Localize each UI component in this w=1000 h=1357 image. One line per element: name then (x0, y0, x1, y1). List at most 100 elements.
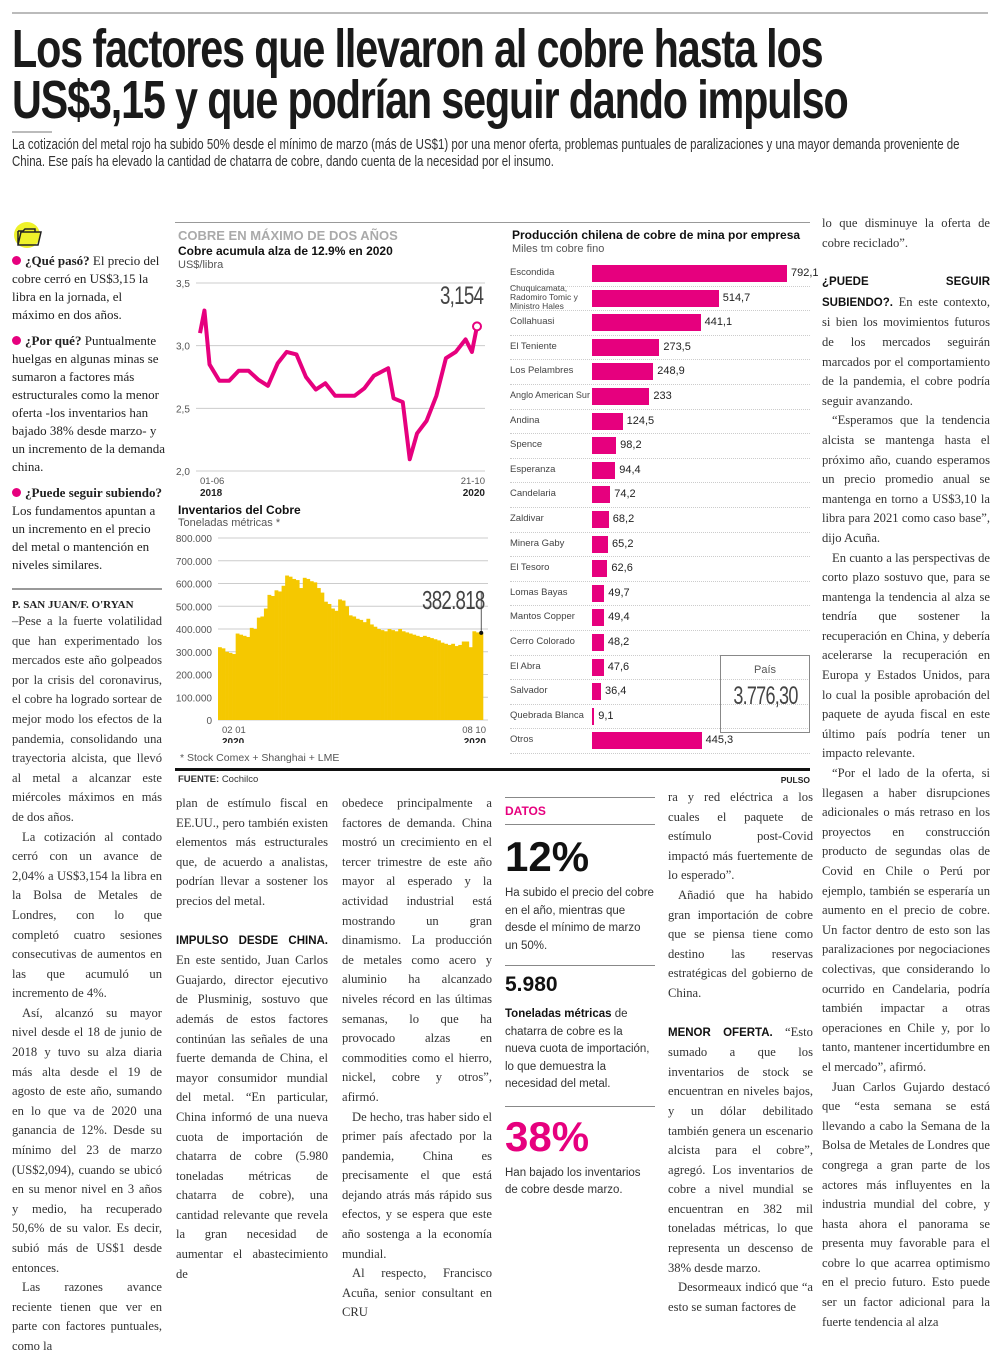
inventory-bar (451, 643, 456, 720)
bar-row: El Teniente 273,5 (510, 336, 810, 361)
source: Cochilco (221, 774, 259, 785)
bar-value-label: 94,4 (619, 463, 641, 476)
stat-value: 12% (505, 833, 590, 880)
inventory-bar (263, 608, 268, 720)
bar-label: Escondida (510, 267, 555, 278)
inventory-bar (345, 606, 350, 720)
paragraph: obedece principalmente a factores de dem… (342, 796, 492, 1104)
bar (592, 486, 611, 504)
divider (505, 965, 655, 966)
paragraph: “Por el lado de la oferta, si llegasen a… (822, 766, 990, 1074)
paragraph: ¿PUEDE SEGUIR SUBIENDO?. En este context… (822, 272, 990, 411)
bar (592, 338, 660, 356)
article-column-3: obedece principalmente a factores de dem… (342, 794, 492, 1323)
bullet-icon (12, 256, 21, 265)
paragraph-text: “Esto sumado a que los inventarios de st… (668, 1024, 813, 1275)
stat-text-bold: Toneladas métricas (505, 1008, 612, 1020)
datos-title: DATOS (505, 804, 546, 818)
byline: P. SAN JUAN/F. O'RYAN (12, 599, 134, 611)
last-price-marker (472, 321, 482, 332)
y-tick-label: 400.000 (176, 625, 213, 636)
stat-text: Toneladas métricas de chatarra de cobre … (505, 1006, 655, 1094)
inventory-bar (218, 647, 222, 720)
inventory-bar (249, 627, 254, 720)
bar (592, 461, 616, 479)
divider (505, 824, 655, 825)
inventory-bar (472, 631, 477, 720)
inventory-note: * Stock Comex + Shanghai + LME (180, 752, 340, 764)
stat-value: 5.980 (505, 973, 558, 996)
x-tick-label: 08 10 (462, 725, 486, 736)
price-annotation: 3,154 (440, 282, 484, 310)
bar (592, 658, 604, 676)
bar-row: Otros 445,3 (510, 729, 810, 754)
paragraph: Juan Carlos Gujardo destacó que “esta se… (822, 1079, 990, 1329)
inventory-bar (235, 633, 240, 720)
headline-line-2: US$3,15 y que podrían seguir dando impul… (12, 70, 849, 130)
y-tick-label: 500.000 (176, 602, 213, 613)
bar-label: Los Pelambres (510, 365, 574, 377)
inventory-bar (221, 648, 226, 720)
inventory-bar (359, 619, 364, 720)
inventory-bar (274, 590, 279, 720)
bullet-icon (12, 488, 21, 497)
y-tick-label: 0 (206, 716, 212, 727)
inventory-bar (285, 575, 289, 720)
folder-icon (14, 222, 42, 248)
paragraph: ra y red eléctrica a los cuales el paque… (668, 790, 813, 883)
inventory-bar (228, 652, 233, 720)
inventory-bar (369, 624, 374, 720)
inventory-bar (433, 639, 438, 720)
inventory-chart-title: Inventarios del Cobre (178, 503, 301, 517)
bar (592, 535, 609, 553)
bar-value-label: 48,2 (607, 636, 630, 648)
summary-question: ¿Por qué? (25, 333, 82, 348)
inventory-bar (468, 647, 473, 720)
bar (592, 609, 605, 627)
inventory-chart-unit: Toneladas métricas * (178, 517, 281, 529)
byline-rule (12, 588, 162, 590)
inventory-bar (447, 644, 452, 720)
inventory-bar (239, 634, 244, 720)
bar-label: El Teniente (510, 340, 557, 352)
paragraph: MENOR OFERTA. “Esto sumado a que los inv… (668, 1023, 813, 1279)
bar-row: Los Pelambres 248,9 (510, 360, 810, 385)
bar-value-label: 49,7 (608, 586, 630, 599)
inventory-bar (391, 630, 395, 720)
inventory-bar (465, 641, 470, 720)
inventory-bar (288, 576, 293, 720)
inventory-bar (260, 616, 265, 720)
bar-row: Esperanza 94,4 (510, 459, 810, 484)
inventory-bar (380, 630, 385, 720)
paragraph: De hecho, tras haber sido el primer país… (342, 1109, 492, 1261)
inventory-bar (461, 641, 466, 720)
bar-label: Minera Gaby (510, 537, 565, 549)
y-tick-label: 100.000 (176, 693, 213, 704)
paragraph: La cotización al contado cerró con un av… (12, 829, 162, 1001)
paragraph-text: En este sentido, Juan Carlos Guajardo, d… (176, 953, 328, 1281)
bar-row: Zaldivar 68,2 (510, 508, 810, 533)
paragraph-text: En este contexto, si bien los movimiento… (822, 294, 990, 408)
paragraph: En cuanto a las perspectivas de corto pl… (822, 550, 990, 761)
inventory-bar (313, 582, 318, 720)
y-tick-label: 200.000 (176, 671, 213, 682)
x-tick-year: 2020 (222, 737, 245, 743)
summary-answer: Puntualmente huelgas en algunas minas se… (12, 333, 166, 474)
inventory-bar (242, 635, 247, 720)
divider (505, 797, 655, 798)
summary-answer: Los fundamentos apuntan a un incremento … (12, 503, 156, 572)
paragraph: Al respecto, Francisco Acuña, senior con… (342, 1266, 492, 1320)
bar-chart-subtitle: Miles tm cobre fino (512, 243, 605, 255)
bar-label: El Abra (510, 660, 541, 672)
bar-label: Salvador (510, 685, 548, 697)
inventory-bar (253, 629, 258, 720)
left-column: ¿Qué pasó? El precio del cobre cerró en … (12, 252, 167, 1357)
bar (592, 363, 654, 381)
bar (592, 265, 787, 282)
summary-sidebar: ¿Qué pasó? El precio del cobre cerró en … (12, 252, 167, 582)
inventory-bar (405, 632, 410, 720)
inventory-bar (419, 636, 424, 720)
total-value: 3.776,30 (733, 682, 798, 710)
article-column-6: lo que disminuye la oferta de cobre reci… (822, 214, 990, 1332)
